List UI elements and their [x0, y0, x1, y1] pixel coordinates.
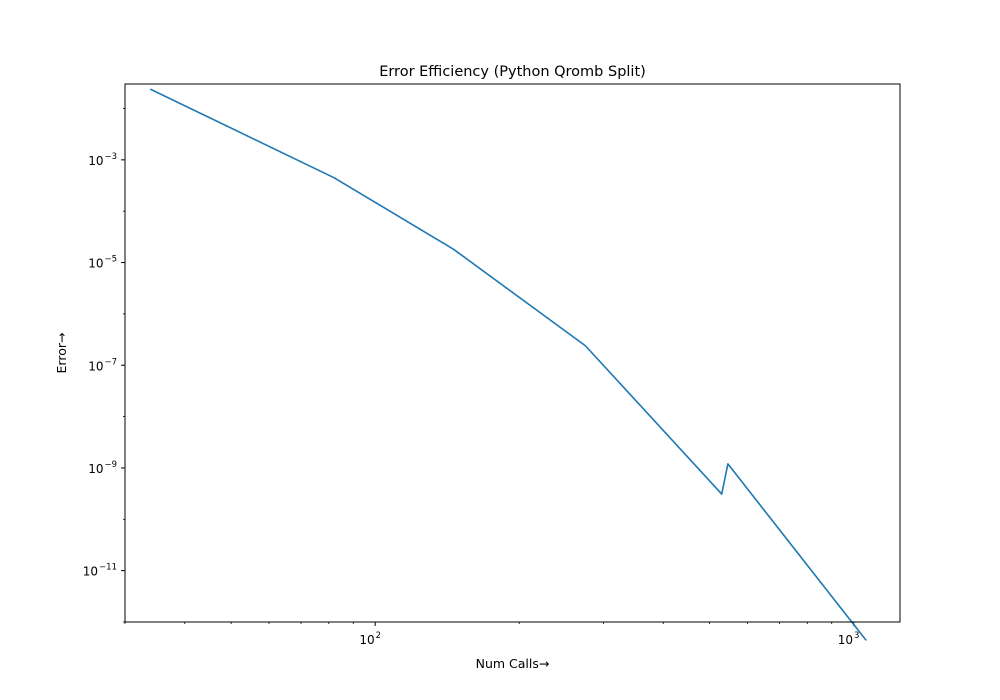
- data-point-0-4: [721, 493, 723, 495]
- data-point-0-1: [333, 177, 335, 179]
- plot-area: [125, 84, 900, 622]
- chart-title: Error Efficiency (Python Qromb Split): [379, 64, 646, 80]
- series-line-error: [149, 88, 867, 641]
- data-point-0-3: [585, 345, 587, 347]
- data-point-0-2: [453, 249, 455, 251]
- y-axis-label: Error→: [54, 333, 69, 374]
- data-point-0-0: [150, 89, 152, 91]
- series-layer: [149, 88, 867, 641]
- data-point-0-6: [865, 639, 867, 641]
- data-point-0-5: [727, 463, 729, 465]
- plot-frame: [124, 83, 901, 623]
- x-axis-label: Num Calls→: [476, 656, 550, 671]
